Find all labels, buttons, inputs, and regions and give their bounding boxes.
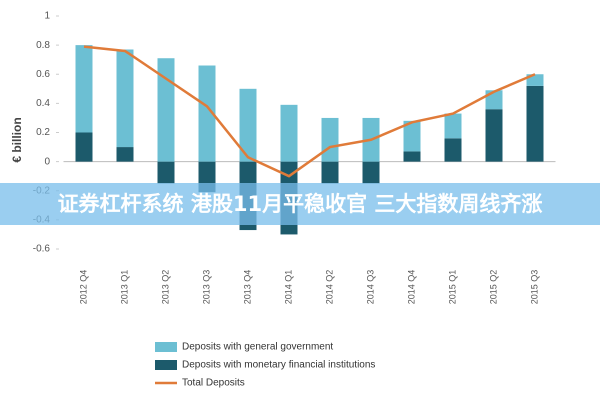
x-tick-label: 2014 Q1 — [283, 270, 293, 305]
y-axis-label: € billion — [10, 117, 24, 162]
bar — [116, 147, 134, 162]
x-tick-label: 2015 Q3 — [529, 270, 539, 305]
banner-text: 证券杠杆系统 港股11月平稳收官 三大指数周线齐涨 — [58, 192, 543, 216]
x-tick-label: 2014 Q4 — [406, 270, 416, 305]
bar — [239, 88, 257, 162]
bar — [157, 161, 175, 184]
y-tick-label: -0.6 — [33, 244, 51, 255]
x-tick-label: 2015 Q2 — [488, 270, 498, 305]
bar — [280, 104, 298, 162]
y-tick-label: 1 — [44, 11, 50, 22]
y-tick-label: 0.6 — [36, 69, 50, 80]
bar — [526, 74, 544, 86]
x-tick-label: 2015 Q1 — [447, 270, 457, 305]
bar — [526, 85, 544, 162]
x-tick-label: 2013 Q2 — [160, 270, 170, 305]
legend-label: Deposits with general government — [182, 342, 333, 353]
bar — [75, 132, 93, 162]
bar — [116, 49, 134, 148]
bar — [157, 58, 175, 162]
bar — [403, 151, 421, 162]
line — [83, 45, 536, 178]
y-tick-label: 0 — [44, 156, 50, 167]
x-tick-label: 2014 Q3 — [365, 270, 375, 305]
y-tick-label: 0.4 — [36, 98, 50, 109]
legend-swatch — [155, 360, 177, 370]
bar — [444, 138, 462, 162]
bar — [362, 161, 380, 184]
banner-background — [0, 183, 600, 225]
x-tick-label: 2014 Q2 — [324, 270, 334, 305]
x-tick-label: 2013 Q1 — [119, 270, 129, 305]
bar — [321, 161, 339, 184]
bar — [403, 120, 421, 152]
bar — [198, 65, 216, 162]
legend-swatch — [155, 342, 177, 352]
legend-label: Total Deposits — [182, 378, 245, 389]
x-tick-label: 2013 Q3 — [201, 270, 211, 305]
x-tick-label: 2013 Q4 — [242, 270, 252, 305]
bar — [444, 113, 462, 139]
bar — [75, 45, 93, 133]
y-tick-label: 0.2 — [36, 127, 50, 138]
x-tick-label: 2012 Q4 — [78, 270, 88, 305]
y-tick-label: 0.8 — [36, 40, 50, 51]
bar — [485, 109, 503, 162]
legend-label: Deposits with monetary financial institu… — [182, 360, 375, 371]
bar — [321, 117, 339, 162]
